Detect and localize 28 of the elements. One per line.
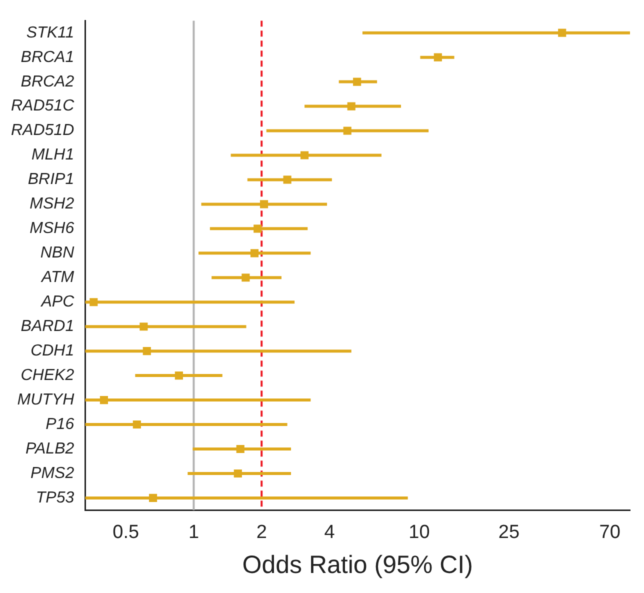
y-tick-label: PALB2	[26, 440, 74, 458]
y-tick-label: ATM	[40, 269, 75, 286]
y-tick-label: BARD1	[20, 318, 74, 336]
y-tick-label: PMS2	[30, 464, 74, 482]
x-axis-title: Odds Ratio (95% CI)	[242, 550, 473, 579]
y-tick-label: STK11	[26, 24, 74, 42]
x-tick-label: 1	[188, 522, 200, 543]
y-tick-label: MSH2	[30, 196, 74, 213]
x-tick-label: 10	[408, 522, 430, 543]
y-tick-label: CDH1	[30, 342, 74, 360]
y-tick-label: BRIP1	[28, 171, 74, 188]
y-tick-label: P16	[46, 416, 74, 433]
x-tick-label: 2	[256, 522, 267, 543]
y-tick-label: MLH1	[31, 146, 74, 164]
y-tick-label: NBN	[40, 244, 75, 262]
y-tick-label: MSH6	[30, 220, 74, 238]
y-tick-label: BRCA1	[20, 48, 74, 66]
y-tick-label: CHEK2	[20, 367, 74, 384]
y-tick-label: BRCA2	[20, 73, 74, 90]
y-tick-label: RAD51C	[10, 98, 75, 115]
x-tick-label: 4	[324, 522, 336, 543]
x-tick-label: 0.5	[112, 522, 140, 543]
x-tick-label: 70	[599, 522, 620, 543]
y-tick-label: MUTYH	[17, 391, 75, 408]
y-tick-label: APC	[40, 294, 75, 311]
x-tick-label: 25	[498, 522, 520, 543]
y-tick-label: RAD51D	[10, 122, 75, 140]
y-tick-label: TP53	[36, 489, 74, 506]
